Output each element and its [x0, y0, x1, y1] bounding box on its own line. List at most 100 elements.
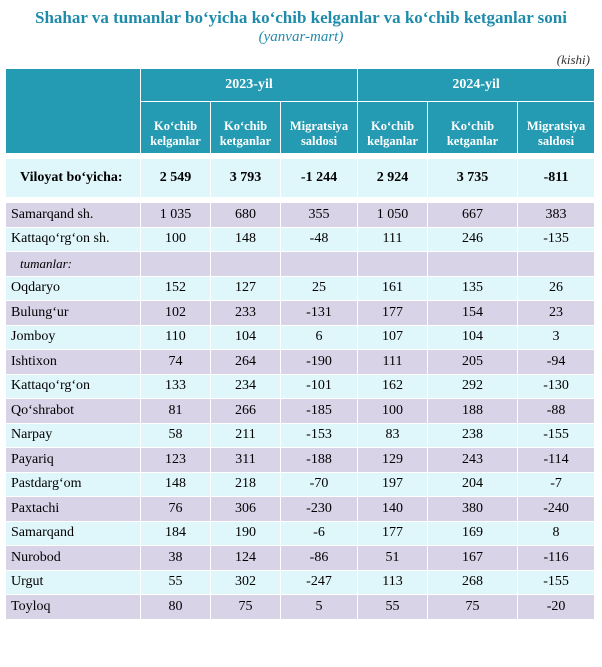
- cell-value: 75: [210, 594, 281, 620]
- cell-value: 75: [427, 594, 519, 620]
- cell-value: 110: [140, 324, 211, 350]
- subheader-line: kelganlar: [367, 134, 418, 148]
- cell-value: 233: [210, 300, 281, 326]
- cell-value: 264: [210, 349, 281, 375]
- empty-cell: [140, 251, 211, 277]
- cell-value: 152: [140, 275, 211, 301]
- table-row: Narpay 58 211 -153 83 238 -155: [5, 422, 596, 448]
- empty-cell: [279, 251, 359, 277]
- cell-value: -131: [279, 300, 359, 326]
- cell-value: 107: [357, 324, 429, 350]
- row-name: Samarqand: [5, 520, 141, 546]
- cell-value: 169: [427, 520, 519, 546]
- row-name: Payariq: [5, 447, 141, 473]
- spacer-row: [5, 153, 595, 159]
- cell-value: 140: [357, 496, 429, 522]
- cell-value: 243: [427, 447, 519, 473]
- empty-cell: [427, 251, 519, 277]
- row-name: Toyloq: [5, 594, 141, 620]
- row-name: Oqdaryo: [5, 275, 141, 301]
- cell-value: 55: [357, 594, 429, 620]
- cell-value: 238: [427, 422, 519, 448]
- subheader-line: saldosi: [300, 134, 338, 148]
- cell-value: 246: [427, 226, 519, 252]
- table-row: Oqdaryo 152 127 25 161 135 26: [5, 275, 596, 301]
- spacer-row: [5, 197, 595, 203]
- table-row: Bulung‘ur 102 233 -131 177 154 23: [5, 300, 596, 326]
- cell-value: 383: [517, 202, 596, 228]
- subheader-line: ketganlar: [446, 134, 499, 148]
- cell-value: 76: [140, 496, 211, 522]
- cell-value: -230: [279, 496, 359, 522]
- subheader-line: ketganlar: [219, 134, 272, 148]
- row-name: Narpay: [5, 422, 141, 448]
- cell-value: 154: [427, 300, 519, 326]
- row-name: Kattaqo‘rg‘on sh.: [5, 226, 141, 252]
- cell-value: 26: [517, 275, 596, 301]
- cell-value: -190: [279, 349, 359, 375]
- cell-value: 3 793: [210, 158, 281, 198]
- subheader-out-2023: Ko‘chib ketganlar: [210, 101, 281, 154]
- subheader-line: Ko‘chib: [451, 119, 495, 133]
- table-row: Jomboy 110 104 6 107 104 3: [5, 324, 596, 350]
- cell-value: -155: [517, 569, 596, 595]
- cell-value: 123: [140, 447, 211, 473]
- cell-value: 311: [210, 447, 281, 473]
- cell-value: 680: [210, 202, 281, 228]
- cell-value: -130: [517, 373, 596, 399]
- subheader-line: Ko‘chib: [371, 119, 415, 133]
- row-name: Ishtixon: [5, 349, 141, 375]
- cell-value: -70: [279, 471, 359, 497]
- cell-value: 1 050: [357, 202, 429, 228]
- cell-value: 81: [140, 398, 211, 424]
- cell-value: 148: [210, 226, 281, 252]
- subheader-row: Ko‘chib kelganlar Ko‘chib ketganlar Migratsi…: [6, 101, 596, 154]
- subheader-in-2023: Ko‘chib kelganlar: [140, 101, 211, 154]
- cell-value: -135: [517, 226, 596, 252]
- cell-value: 104: [427, 324, 519, 350]
- table-title: Shahar va tumanlar bo‘yicha ko‘chib kelg…: [35, 8, 567, 27]
- cell-value: 234: [210, 373, 281, 399]
- section-label-row: tumanlar:: [5, 251, 596, 277]
- header-year-2023: 2023-yil: [139, 68, 359, 102]
- cell-value: 135: [427, 275, 519, 301]
- section-label: tumanlar:: [5, 251, 141, 277]
- table-row: Pastdarg‘om 148 218 -70 197 204 -7: [5, 471, 596, 497]
- cell-value: 55: [140, 569, 211, 595]
- row-name: Urgut: [5, 569, 141, 595]
- table-row: Payariq 123 311 -188 129 243 -114: [5, 447, 596, 473]
- cell-value: -86: [279, 545, 359, 571]
- subheader-line: Ko‘chib: [223, 119, 268, 133]
- cell-value: -185: [279, 398, 359, 424]
- cell-value: 83: [357, 422, 429, 448]
- cell-value: 162: [357, 373, 429, 399]
- subheader-in-2024: Ko‘chib kelganlar: [357, 101, 429, 154]
- cell-value: 23: [517, 300, 596, 326]
- cell-value: 188: [427, 398, 519, 424]
- cell-value: 355: [279, 202, 359, 228]
- table-row: Samarqand 184 190 -6 177 169 8: [5, 520, 596, 546]
- row-name: Bulung‘ur: [5, 300, 141, 326]
- cell-value: 5: [279, 594, 359, 620]
- cell-value: 292: [427, 373, 519, 399]
- cell-value: 102: [140, 300, 211, 326]
- cell-value: 104: [210, 324, 281, 350]
- cell-value: -48: [279, 226, 359, 252]
- header-year-2024: 2024-yil: [357, 68, 596, 102]
- cell-value: 3: [517, 324, 596, 350]
- table-row: Kattaqo‘rg‘on 133 234 -101 162 292 -130: [5, 373, 596, 399]
- cell-value: 266: [210, 398, 281, 424]
- table-row: Samarqand sh. 1 035 680 355 1 050 667 383: [5, 202, 596, 228]
- cell-value: 100: [140, 226, 211, 252]
- subheader-line: Migratsiya: [289, 119, 349, 133]
- cell-value: -7: [517, 471, 596, 497]
- subheader-line: Ko‘chib: [153, 119, 198, 133]
- cell-value: 51: [357, 545, 429, 571]
- cell-value: -1 244: [279, 158, 359, 198]
- cell-value: 167: [427, 545, 519, 571]
- cell-value: -88: [517, 398, 596, 424]
- cell-value: -94: [517, 349, 596, 375]
- row-name: Samarqand sh.: [5, 202, 141, 228]
- cell-value: 667: [427, 202, 519, 228]
- cell-value: 127: [210, 275, 281, 301]
